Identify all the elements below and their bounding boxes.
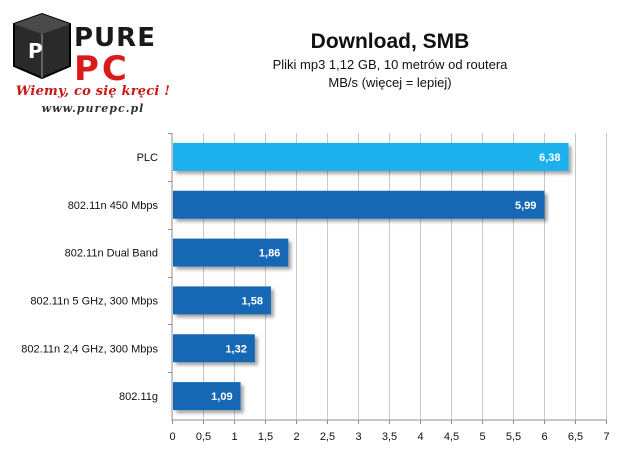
x-tick-label: 0 (169, 431, 175, 443)
x-tick-label: 3,5 (382, 431, 397, 443)
x-tick-label: 1,5 (258, 431, 273, 443)
category-label: 802.11n 5 GHz, 300 Mbps (30, 295, 158, 307)
logo-graphic: P PURE PC (13, 12, 156, 89)
bar (173, 286, 271, 315)
category-label: 802.11g (119, 391, 158, 403)
chart-titles: Download, SMB Pliki mp3 1,12 GB, 10 metr… (180, 28, 600, 92)
bar (173, 142, 569, 171)
chart-subtitle-2: MB/s (więcej = lepiej) (328, 75, 452, 90)
data-label: 6,38 (539, 152, 560, 164)
gridlines (168, 133, 607, 424)
labels: 0 0,5 1 1,5 2 2,5 3 3,5 4 4,5 5 5,5 6 6,5 7 PLC 6,38 802.… (21, 152, 609, 443)
data-label: 1,09 (211, 391, 232, 403)
data-label: 5,99 (515, 200, 536, 212)
data-label: 1,58 (242, 295, 263, 307)
logo-url: www.purepc.pl (41, 102, 145, 115)
category-label: 802.11n Dual Band (65, 248, 158, 260)
category-label: PLC (137, 152, 158, 164)
x-tick-label: 0,5 (196, 431, 211, 443)
x-tick-label: 5 (479, 431, 485, 443)
logo-brand-bottom: PC (74, 49, 130, 88)
logo-brand-top: PURE (74, 23, 156, 53)
x-tick-label: 4 (417, 431, 423, 443)
bar (173, 334, 255, 363)
x-tick-label: 6 (541, 431, 547, 443)
category-label: 802.11n 450 Mbps (68, 200, 159, 212)
category-label: 802.11n 2,4 GHz, 300 Mbps (21, 343, 158, 355)
logo-cube-top (14, 14, 70, 34)
bar (173, 238, 289, 267)
x-tick-label: 4,5 (444, 431, 459, 443)
x-tick-label: 6,5 (568, 431, 583, 443)
bar (173, 190, 545, 219)
x-tick-label: 2 (293, 431, 299, 443)
logo-cube-letter: P (28, 39, 43, 63)
x-tick-label: 3 (355, 431, 361, 443)
data-label: 1,32 (225, 343, 246, 355)
x-tick-label: 7 (603, 431, 609, 443)
data-label: 1,86 (259, 248, 280, 260)
x-tick-label: 1 (231, 431, 237, 443)
logo-slogan: Wiemy, co się kręci ! (15, 84, 171, 99)
x-tick-label: 5,5 (506, 431, 521, 443)
bar (173, 382, 241, 411)
x-tick-label: 2,5 (320, 431, 335, 443)
chart-subtitle-1: Pliki mp3 1,12 GB, 10 metrów od routera (272, 57, 508, 72)
purepc-logo: P PURE PC Wiemy, co się kręci ! www.pure… (8, 8, 178, 118)
chart-title: Download, SMB (310, 30, 470, 53)
bars (173, 142, 569, 411)
